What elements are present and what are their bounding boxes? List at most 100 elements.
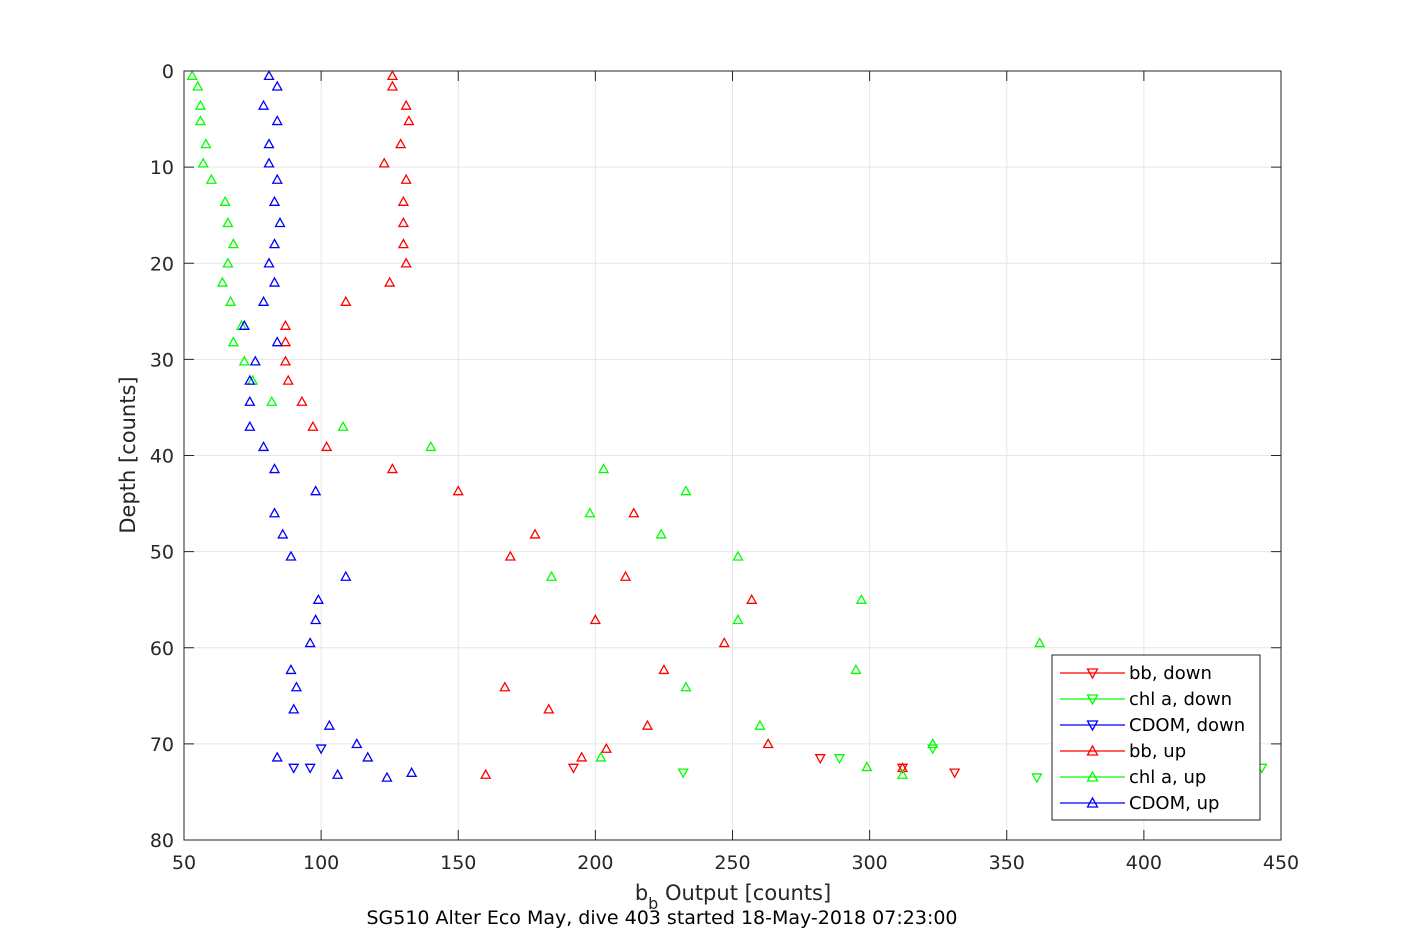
marker-cdom-up	[268, 463, 281, 474]
marker-cdom-up	[331, 768, 344, 779]
marker-bb-up	[386, 463, 399, 474]
x-tick-label: 450	[1263, 852, 1299, 874]
marker-chl-a-up	[680, 681, 692, 692]
marker-cdom-up	[362, 751, 374, 762]
marker-bb-up	[658, 664, 670, 675]
marker-cdom-up	[244, 420, 256, 431]
marker-cdom-up	[271, 751, 283, 762]
marker-chl-a-up	[216, 276, 228, 287]
marker-cdom-up	[257, 441, 270, 452]
marker-cdom-up	[285, 550, 297, 561]
marker-chl-a-up	[850, 664, 862, 675]
marker-bb-up	[378, 157, 390, 168]
marker-chl-a-up	[266, 395, 278, 406]
marker-chl-a-down	[927, 744, 939, 755]
legend-box	[1051, 654, 1261, 821]
x-tick-label: 400	[1126, 852, 1162, 874]
marker-cdom-up	[285, 664, 297, 675]
marker-chl-a-up	[205, 173, 218, 184]
marker-cdom-up	[304, 637, 316, 648]
marker-bb-up	[543, 703, 555, 714]
legend-label-chl-a-down: chl a, down	[1129, 689, 1232, 710]
marker-cdom-up	[268, 195, 281, 206]
data-markers	[186, 69, 1268, 784]
y-tick-label: 30	[150, 349, 174, 371]
marker-bb-up	[452, 485, 464, 496]
marker-bb-up	[403, 115, 415, 126]
marker-cdom-up	[263, 138, 275, 149]
legend-label-cdom-up: CDOM, up	[1129, 793, 1219, 814]
marker-chl-a-up	[896, 768, 909, 779]
marker-bb-up	[529, 528, 541, 539]
y-tick-label: 80	[150, 830, 174, 852]
y-tick-label: 60	[150, 638, 174, 660]
marker-bb-up	[400, 257, 412, 268]
marker-bb-up	[746, 593, 758, 604]
marker-cdom-up	[271, 173, 283, 184]
x-axis-label-main: b	[635, 881, 648, 905]
marker-chl-a-up	[732, 550, 744, 561]
marker-chl-a-down	[1031, 773, 1043, 784]
marker-cdom-up	[263, 257, 275, 268]
legend-label-bb-up: bb, up	[1129, 741, 1186, 762]
marker-chl-a-up	[595, 751, 607, 762]
marker-bb-down	[814, 754, 826, 765]
legend-marker-cdom-down	[1086, 720, 1099, 732]
marker-bb-up	[576, 751, 588, 762]
marker-cdom-down	[315, 744, 327, 755]
marker-cdom-up	[290, 681, 303, 692]
legend-marker-bb-down	[1086, 668, 1099, 680]
marker-cdom-up	[277, 528, 289, 539]
marker-chl-a-up	[197, 157, 209, 168]
marker-bb-up	[400, 173, 412, 184]
marker-chl-a-up	[545, 570, 558, 581]
marker-cdom-up	[271, 336, 283, 347]
marker-bb-up	[386, 80, 399, 91]
marker-bb-up	[600, 742, 612, 753]
marker-cdom-up	[268, 276, 281, 287]
marker-chl-a-up	[194, 115, 207, 126]
marker-cdom-up	[310, 485, 322, 496]
marker-cdom-up	[238, 319, 250, 330]
y-tick-label: 0	[162, 61, 174, 83]
marker-bb-up	[896, 762, 909, 773]
marker-cdom-up	[340, 570, 352, 581]
marker-chl-a-up	[186, 69, 198, 81]
legend-label-cdom-down: CDOM, down	[1129, 715, 1245, 736]
marker-bb-up	[499, 681, 511, 692]
marker-cdom-up	[271, 115, 283, 126]
marker-chl-a-up	[732, 614, 744, 625]
marker-chl-a-up	[192, 80, 204, 91]
marker-cdom-up	[268, 507, 281, 518]
x-tick-label: 50	[172, 852, 196, 874]
marker-chl-a-up	[855, 593, 868, 604]
marker-chl-a-up	[219, 195, 231, 206]
marker-bb-up	[641, 719, 654, 730]
marker-chl-a-up	[861, 761, 873, 772]
marker-bb-up	[395, 138, 407, 149]
x-axis-label-rest: Output [counts]	[658, 881, 831, 905]
marker-cdom-down	[304, 763, 316, 774]
marker-cdom-down	[288, 763, 300, 774]
y-axis-label: Depth [counts]	[116, 376, 140, 533]
legend-marker-chl-a-down	[1086, 694, 1099, 706]
x-tick-label: 150	[440, 852, 476, 874]
marker-chl-a-up	[597, 463, 610, 474]
marker-bb-up	[340, 295, 352, 306]
marker-bb-up	[589, 614, 601, 625]
x-tick-label: 350	[989, 852, 1025, 874]
axis-ticks: 50 100 150 200 250 300 350 400 450 0 10 20 30 40 50 60 7…	[150, 61, 1299, 874]
marker-chl-a-up	[1034, 637, 1046, 648]
marker-bb-up	[628, 507, 640, 518]
marker-bb-up	[279, 355, 292, 366]
marker-bb-up	[718, 637, 730, 648]
marker-chl-a-up	[194, 99, 207, 110]
marker-bb-up	[282, 374, 294, 385]
marker-bb-up	[762, 738, 774, 749]
marker-bb-up	[307, 420, 319, 431]
marker-cdom-up	[268, 238, 281, 249]
legend-marker-chl-a-up	[1086, 770, 1099, 782]
marker-cdom-up	[244, 374, 256, 385]
y-tick-label: 40	[150, 446, 174, 468]
